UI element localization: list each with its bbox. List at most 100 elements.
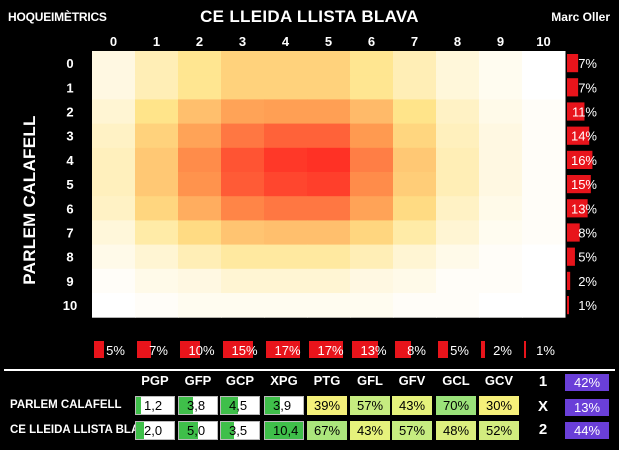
col-marginal-label: 13% (360, 343, 386, 358)
stat-bar-cell: 3,5 (220, 421, 260, 440)
x-tick-label: 8 (454, 34, 461, 49)
stat-value: 10,4 (273, 423, 299, 438)
heatmap-cell (92, 268, 136, 294)
row-marginal-label: 7% (578, 80, 597, 95)
heatmap-cell (92, 172, 136, 197)
heatmap-cell (436, 172, 480, 197)
y-tick-label: 9 (66, 274, 73, 289)
stat-pct-cell: 48% (436, 421, 476, 440)
stat-pct-cell: 70% (436, 396, 476, 415)
row-marginal-bar (567, 126, 590, 145)
heatmap-cell (264, 220, 308, 246)
row-marginal-bar (567, 175, 591, 194)
stat-column-header: GFP (184, 373, 212, 388)
row-marginal-bar (567, 247, 575, 266)
row-marginal-label: 7% (578, 56, 597, 71)
x-tick-label: 2 (196, 34, 203, 49)
heatmap-cell (479, 244, 523, 270)
heatmap-cell (350, 244, 394, 270)
heatmap-cell (264, 268, 308, 294)
stat-column-header: GCP (225, 373, 255, 388)
team-name: CE LLEIDA LLISTA BLAVA (10, 424, 154, 436)
col-marginal-bar (137, 341, 151, 358)
heatmap-cell (221, 51, 265, 76)
heatmap-cell (178, 293, 222, 318)
heatmap-cell (92, 99, 136, 125)
heatmap-cell (264, 293, 308, 318)
y-tick-label: 3 (66, 129, 73, 144)
heatmap-cell (92, 51, 136, 76)
heatmap-cell (135, 123, 179, 149)
x-tick-label: 6 (368, 34, 375, 49)
x-tick-label: 9 (497, 34, 504, 49)
heatmap-cell (221, 268, 265, 294)
stat-bar-cell: 3,8 (178, 396, 218, 415)
stat-column-header: GFL (357, 373, 383, 388)
outcome-label: X (537, 398, 548, 415)
stat-value: 3,5 (229, 423, 248, 438)
heatmap-cell (479, 75, 523, 100)
heatmap-cell (522, 123, 566, 149)
heatmap-cell (178, 75, 222, 100)
heatmap-cell (178, 196, 222, 221)
heatmap-cell (479, 172, 523, 197)
row-marginal-bar (567, 296, 569, 315)
row-marginal-label: 14% (571, 129, 597, 144)
stat-column-header: PTG (313, 373, 341, 388)
stat-bar-fill (179, 397, 194, 414)
stat-pct-cell: 52% (479, 421, 519, 440)
heatmap-cell (522, 244, 566, 270)
col-marginal-bar (180, 341, 200, 358)
heatmap-cell (522, 268, 566, 294)
heatmap-cell (393, 268, 437, 294)
heatmap-cell (92, 147, 136, 173)
row-marginal-bar (567, 199, 588, 218)
row-marginal-bar (567, 271, 571, 290)
heatmap-cell (479, 196, 523, 221)
heatmap-cell (135, 147, 179, 173)
heatmap-cell (393, 196, 437, 221)
author-name: Marc Oller (551, 10, 610, 24)
heatmap-cell (307, 147, 351, 173)
heatmap-cell (479, 147, 523, 173)
x-tick-label: 4 (282, 34, 290, 49)
heatmap-cell (307, 244, 351, 270)
col-marginal-bar (94, 341, 104, 358)
y-tick-label: 7 (66, 226, 73, 241)
heatmap-cell (178, 268, 222, 294)
team-name: PARLEM CALAFELL (10, 399, 122, 411)
stat-value: 1,2 (144, 398, 163, 413)
section-divider (4, 369, 615, 371)
heatmap-cell (92, 244, 136, 270)
heatmap-cell (178, 220, 222, 246)
y-tick-label: 6 (66, 201, 73, 216)
heatmap-cell (307, 51, 351, 76)
heatmap-cell (350, 147, 394, 173)
row-marginal-label: 15% (571, 177, 597, 192)
stat-column-header: XPG (270, 373, 298, 388)
heatmap-cell (221, 293, 265, 318)
x-tick-label: 5 (325, 34, 332, 49)
heatmap-cell (135, 172, 179, 197)
col-marginal-label: 17% (317, 343, 343, 358)
stat-column-header: GCL (442, 373, 470, 388)
stat-bar-fill (265, 397, 280, 414)
heatmap-cell (221, 123, 265, 149)
heatmap-cell (264, 123, 308, 149)
row-marginal-bar (567, 150, 593, 169)
heatmap-cell (393, 293, 437, 318)
heatmap-cell (307, 220, 351, 246)
heatmap-cell (479, 220, 523, 246)
heatmap-cell (522, 172, 566, 197)
heatmap-cell (436, 99, 480, 125)
stat-bar-cell: 3,9 (264, 396, 304, 415)
stat-column-header: GFV (398, 373, 426, 388)
col-marginal-label: 8% (407, 343, 426, 358)
heatmap-cell (522, 51, 566, 76)
col-marginal-bar (352, 341, 378, 358)
heatmap-cell (479, 293, 523, 318)
row-marginal-label: 16% (571, 153, 597, 168)
x-tick-label: 3 (239, 34, 246, 49)
heatmap-cell (221, 99, 265, 125)
stat-bar-cell: 10,4 (264, 421, 304, 440)
